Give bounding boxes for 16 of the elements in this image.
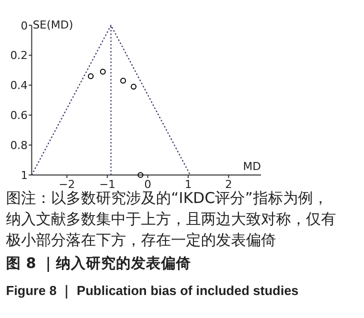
y-tick-label: 0.8 xyxy=(10,139,28,152)
text: 图注：以多数研究涉及的“IKDC评分”指标为例，纳入文献多数集中于上方，且两边大致对称，仅有极小部分落在下方，存在一定的发表偏倚 xyxy=(6,188,337,251)
x-tick-label: 0 xyxy=(144,178,152,191)
y-tick-label: 0 xyxy=(20,19,28,32)
x-tick-label: −2 xyxy=(58,178,75,191)
x-tick-label: −1 xyxy=(99,178,116,191)
x-tick-label: 2 xyxy=(225,178,232,191)
y-axis-title: SE(MD) xyxy=(32,18,74,32)
caption: 图 8 ｜纳入研究的发表偏倚 xyxy=(6,254,192,273)
x-tick-label: 1 xyxy=(184,178,192,191)
y-tick-label: 0.4 xyxy=(10,79,28,92)
y-tick-label: 0.2 xyxy=(10,49,28,62)
y-tick-label: 0.6 xyxy=(10,109,28,122)
caption: Figure 8 ｜ Publication bias of included studies xyxy=(6,282,299,300)
y-tick-label: 1 xyxy=(20,169,28,182)
x-axis-title: MD xyxy=(243,160,261,173)
